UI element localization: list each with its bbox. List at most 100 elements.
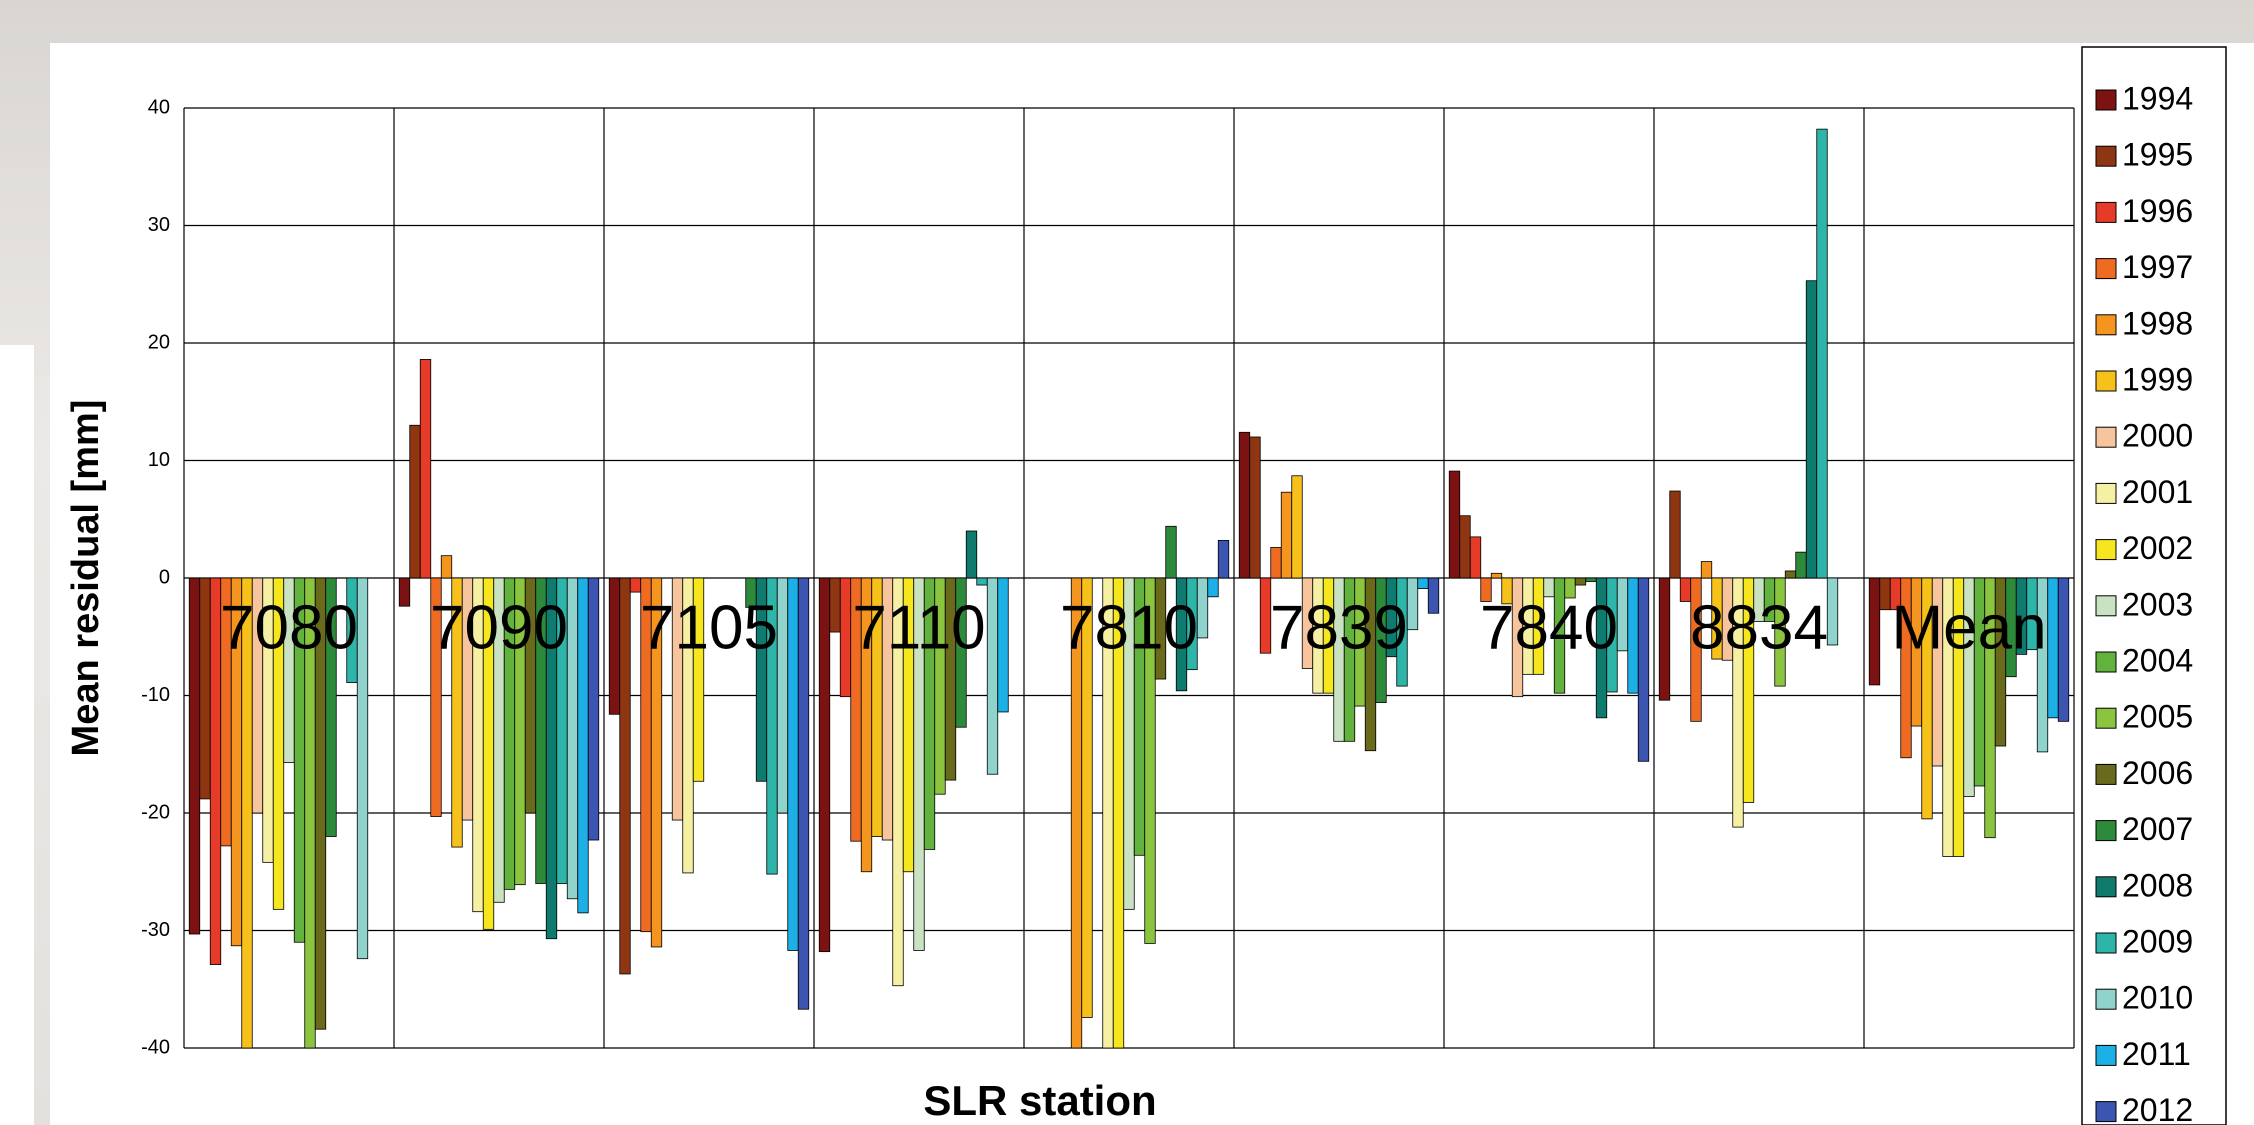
x-tick-label: 8834 (1690, 593, 1828, 662)
legend-label: 2007 (2122, 811, 2193, 847)
legend-label: 2004 (2122, 642, 2193, 678)
bar (1742, 577, 1755, 803)
legend-label: 2002 (2122, 530, 2193, 566)
y-tick-label: -40 (141, 1036, 170, 1058)
legend-swatch (2095, 539, 2117, 561)
bar (787, 577, 799, 951)
legend-swatch (2095, 314, 2117, 336)
legend-label: 1999 (2122, 361, 2193, 397)
y-tick-label: -30 (141, 919, 170, 941)
bar (776, 577, 789, 814)
bar (965, 530, 978, 579)
bar (1270, 547, 1282, 579)
bar (1154, 577, 1167, 680)
y-tick-label: 20 (148, 331, 170, 353)
bar (1238, 431, 1251, 579)
bar (2057, 577, 2070, 722)
legend-swatch (2095, 482, 2117, 504)
legend-label: 2009 (2122, 923, 2193, 959)
legend-label: 1997 (2122, 249, 2193, 285)
x-tick-label: Mean (1891, 593, 2046, 662)
x-tick-label: 7810 (1060, 593, 1198, 662)
bar (419, 359, 432, 579)
side-panel (0, 345, 34, 1125)
bar (1553, 577, 1566, 694)
bar (1879, 577, 1891, 611)
bar (440, 555, 453, 579)
y-tick-label: 10 (148, 449, 170, 471)
legend-swatch (2095, 145, 2117, 167)
bar (1406, 577, 1419, 631)
bar (650, 577, 663, 948)
bar (1700, 561, 1713, 579)
legend-label: 2006 (2122, 755, 2193, 791)
bar (986, 577, 999, 775)
x-tick-label: 7090 (430, 593, 568, 662)
bar (1144, 577, 1156, 944)
bar (356, 577, 369, 960)
legend-swatch (2095, 932, 2117, 954)
bar (1564, 577, 1576, 599)
bar (829, 577, 841, 633)
bar (1795, 551, 1807, 579)
bar (566, 577, 579, 900)
legend-swatch (2095, 370, 2117, 392)
bar (1417, 577, 1429, 589)
bar (1637, 577, 1650, 762)
bar (1207, 577, 1219, 598)
bar (797, 577, 810, 1010)
x-tick-label: 7840 (1480, 593, 1618, 662)
bar (1805, 280, 1818, 579)
bar (1784, 570, 1797, 579)
bar (1469, 536, 1482, 579)
x-axis-title: SLR station (923, 1077, 1156, 1124)
legend-swatch (2095, 201, 2117, 223)
legend-swatch (2095, 651, 2117, 673)
bar (1585, 577, 1597, 582)
bar (188, 577, 201, 935)
legend-label: 2000 (2122, 418, 2193, 454)
bar (1291, 475, 1303, 579)
bar (1616, 577, 1629, 652)
bar (1165, 525, 1177, 579)
bar (1627, 577, 1639, 694)
bar (430, 577, 442, 817)
bar (1081, 577, 1093, 1018)
legend-box (2081, 46, 2227, 1125)
bar (1448, 470, 1461, 579)
bar (587, 577, 600, 841)
bar (1280, 491, 1293, 579)
x-tick-label: 7110 (852, 593, 985, 662)
bar (1574, 577, 1587, 586)
bar (997, 577, 1009, 713)
bar (1490, 572, 1503, 579)
bar (1396, 577, 1408, 687)
legend-swatch (2095, 820, 2117, 842)
bar (955, 577, 967, 728)
bar (325, 577, 337, 837)
bar (692, 577, 705, 782)
bar (1868, 577, 1881, 686)
legend-swatch (2095, 988, 2117, 1010)
bar (1669, 490, 1681, 579)
y-tick-label: 40 (148, 96, 170, 118)
legend-swatch (2095, 876, 2117, 898)
legend-label: 2011 (2122, 1036, 2191, 1072)
bar (1690, 577, 1702, 722)
legend-label: 1998 (2122, 305, 2193, 341)
bar (1427, 577, 1440, 614)
bar (1196, 577, 1209, 639)
bar (1774, 577, 1786, 687)
bar (629, 577, 642, 593)
legend-label: 1996 (2122, 193, 2193, 229)
legend-swatch (2095, 1101, 2117, 1123)
y-tick-label: 30 (148, 214, 170, 236)
bar (976, 577, 988, 586)
legend-label: 2008 (2122, 867, 2193, 903)
y-tick-label: -10 (141, 684, 170, 706)
bar (1826, 577, 1839, 646)
legend-swatch (2095, 426, 2117, 448)
bar (818, 577, 831, 953)
legend-swatch (2095, 707, 2117, 729)
